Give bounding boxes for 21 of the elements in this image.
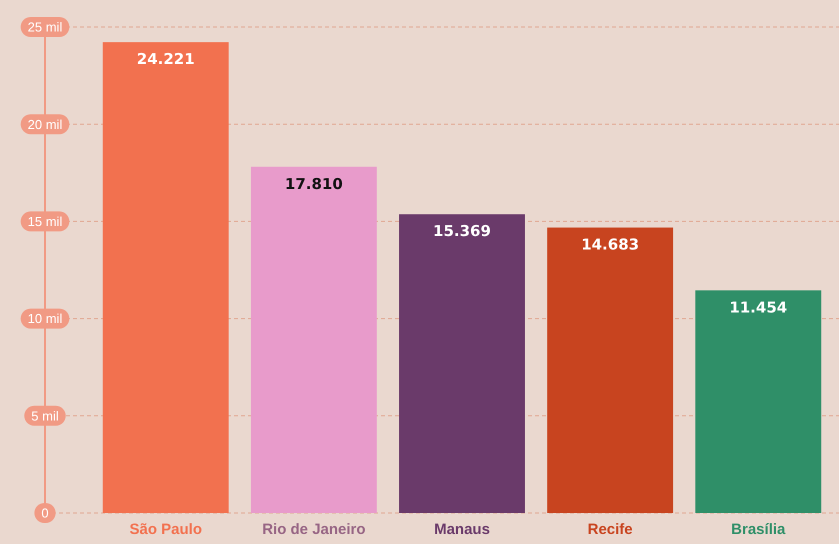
data-label: 14.683 (581, 236, 640, 254)
y-tick-label: 5 mil (31, 408, 59, 424)
x-tick-label: Manaus (434, 521, 490, 538)
bar (695, 290, 822, 513)
y-tick-label: 15 mil (28, 214, 62, 229)
x-tick-label: Rio de Janeiro (262, 521, 366, 538)
bar (399, 214, 525, 513)
bar (547, 228, 674, 513)
data-label: 24.221 (136, 50, 195, 68)
data-label: 15.369 (433, 222, 491, 240)
x-tick-label: São Paulo (129, 521, 202, 538)
y-tick-label: 25 mil (28, 20, 62, 35)
x-tick-label: Recife (588, 521, 633, 538)
y-tick-label: 20 mil (28, 116, 62, 132)
y-tick-label: 10 mil (28, 311, 62, 326)
y-tick-label: 0 (41, 506, 49, 521)
x-tick-label: Brasília (731, 521, 786, 538)
bar (102, 42, 229, 513)
bar (250, 166, 377, 513)
data-label: 17.810 (284, 174, 343, 193)
data-label: 11.454 (729, 298, 788, 316)
